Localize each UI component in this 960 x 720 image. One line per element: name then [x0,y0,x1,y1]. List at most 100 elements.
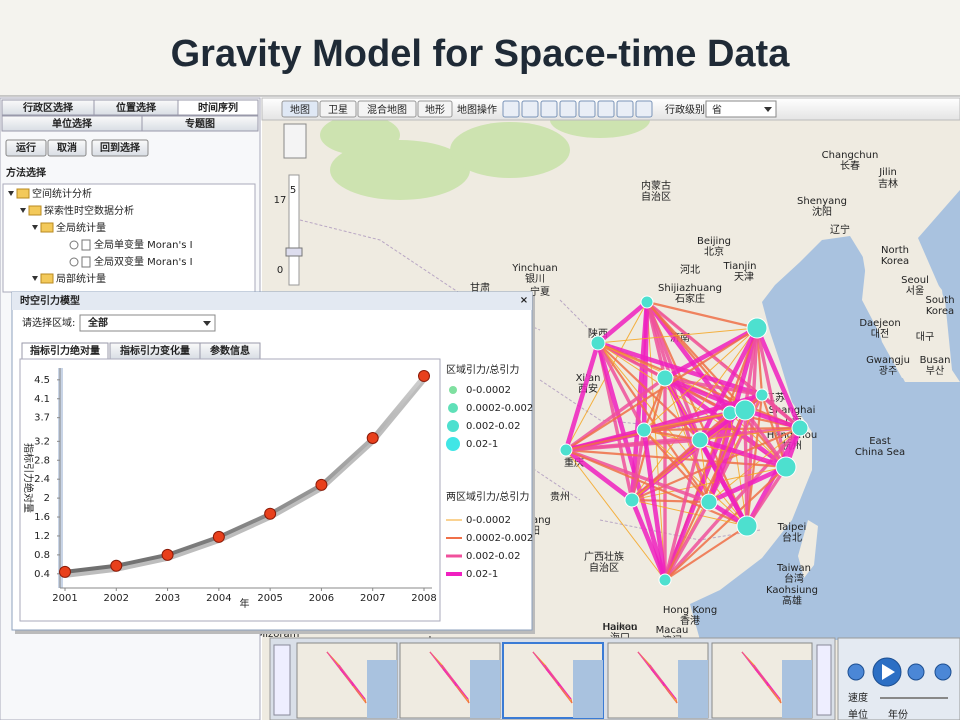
place-label: 自治区 [641,190,671,203]
panel-tab[interactable] [141,115,259,132]
window-header [12,292,532,310]
province-border [299,219,541,331]
level-select[interactable] [705,100,777,118]
gravity-edge [643,429,748,527]
tool-icon[interactable] [616,100,634,118]
gravity-edge [631,499,748,527]
tool-icon[interactable] [635,100,653,118]
strip-prev[interactable] [273,644,291,716]
place-label: 香港 [680,615,700,627]
map-type-button[interactable] [281,100,319,118]
window-title: 时空引力模型 [20,294,80,307]
tool-icon[interactable] [597,100,615,118]
gravity-edge [697,438,750,528]
region-node [775,456,797,478]
panel-tab[interactable] [177,99,259,116]
pan-control[interactable] [283,123,307,159]
y-tick-label: 4.5 [34,375,50,386]
map-type-button[interactable] [417,100,453,118]
chart-panel [19,358,441,622]
tree-toggle[interactable] [32,276,38,281]
y-tick-label: 0.8 [34,550,50,561]
x-tick-label: 2008 [411,593,436,604]
doc-icon [81,239,91,251]
data-point [418,370,430,383]
place-label: South [925,295,954,306]
strip-next[interactable] [816,644,832,716]
title-bar [0,0,960,96]
place-label: 长春 [840,160,860,172]
tool-icon[interactable] [559,100,577,118]
player-button[interactable] [934,663,952,681]
tool-icon[interactable] [578,100,596,118]
tree-item: 全局双变量 Moran's I [94,255,193,268]
place-label: 内蒙古 [641,179,671,192]
gravity-edge [565,449,666,581]
place-label: 대구 [916,331,934,343]
place-label: 광주 [879,365,897,377]
zoom-slider[interactable] [288,174,300,286]
tree-toggle[interactable] [20,208,26,213]
place-label: 广西壮族 [584,550,624,563]
region-label: 请选择区域: [22,316,75,329]
tool-icon[interactable] [521,100,539,118]
zoom-label: 0 [277,265,283,276]
tree-radio[interactable] [69,257,79,267]
thumbnail-edge [467,698,470,704]
tree-item: 空间统计分析 [32,187,92,200]
gravity-edge [643,428,701,442]
gravity-edge [646,300,758,330]
tree-radio[interactable] [69,240,79,250]
tab-label: 参数信息 [210,344,250,357]
region-node [624,492,640,508]
player-button[interactable] [847,663,865,681]
region-select[interactable] [79,314,216,332]
tool-icon[interactable] [540,100,558,118]
gravity-edge [743,409,788,468]
place-label: Daejeon [859,318,900,329]
gravity-edge [631,426,801,502]
gravity-edge [663,439,702,581]
panel-button[interactable] [47,139,87,157]
map-type-button[interactable] [357,100,417,118]
y-tick-label: 0.4 [34,569,50,580]
sea-of-japan [918,190,960,382]
panel-button[interactable] [91,139,149,157]
legend-item: 0.0002-0.002 [466,533,533,544]
region-node [636,422,652,438]
gravity-edge [565,448,787,469]
panel-button[interactable] [5,139,47,157]
legend-node [449,386,457,394]
legend-item: 0-0.0002 [466,515,511,526]
button-label: 取消 [57,141,77,154]
place-label: Beijing [697,236,731,247]
player-button[interactable] [907,663,925,681]
place-label: Korea [926,306,954,317]
tree-toggle[interactable] [8,191,14,196]
province-border [539,379,701,431]
folder-icon [40,273,54,284]
zoom-label: 17 [274,195,287,206]
gravity-edge [643,327,758,431]
place-label: 天津 [734,271,754,283]
gravity-edge [631,498,710,504]
close-button[interactable]: × [520,295,528,306]
tool-icon[interactable] [502,100,520,118]
y-tick-label: 1.6 [34,512,50,523]
place-label: Macau [656,625,689,636]
y-axis-title: 指标引力绝对量 [22,443,35,513]
data-point [212,530,225,543]
gravity-edge [743,327,759,411]
legend-item: 0.0002-0.002 [466,403,533,414]
place-label: 北京 [704,245,724,258]
place-label: Korea [881,256,909,267]
map-type-button[interactable] [319,100,357,118]
zoom-thumb[interactable] [285,247,303,257]
player-label: 单位 [848,708,868,720]
y-tick-label: 2 [44,493,50,504]
gravity-edge [646,301,746,411]
gravity-edge [595,342,668,581]
tree-toggle[interactable] [32,225,38,230]
park-area [450,122,570,178]
place-label: 吉林 [878,177,898,190]
